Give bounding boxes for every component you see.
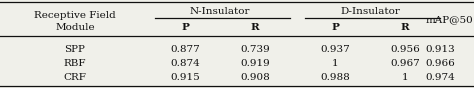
Text: 0.739: 0.739 [240,45,270,54]
Text: P: P [331,23,339,32]
Text: 0.874: 0.874 [170,59,200,68]
Text: 0.966: 0.966 [425,59,455,68]
Text: D-Insulator: D-Insulator [340,7,400,17]
Text: 0.937: 0.937 [320,45,350,54]
Text: 0.908: 0.908 [240,73,270,83]
Text: R: R [401,23,410,32]
Text: SPP: SPP [64,45,85,54]
Text: P: P [181,23,189,32]
Text: Receptive Field: Receptive Field [34,12,116,21]
Text: R: R [251,23,259,32]
Text: 0.913: 0.913 [425,45,455,54]
Text: 1: 1 [332,59,338,68]
Text: 0.877: 0.877 [170,45,200,54]
Text: 0.956: 0.956 [390,45,420,54]
Text: CRF: CRF [64,73,86,83]
Text: RBF: RBF [64,59,86,68]
Text: N-Insulator: N-Insulator [190,7,250,17]
Text: 0.967: 0.967 [390,59,420,68]
Text: mAP@50: mAP@50 [426,15,474,24]
Text: 0.919: 0.919 [240,59,270,68]
Text: Module: Module [55,23,95,32]
Text: 0.988: 0.988 [320,73,350,83]
Text: 0.974: 0.974 [425,73,455,83]
Text: 1: 1 [401,73,408,83]
Text: 0.915: 0.915 [170,73,200,83]
